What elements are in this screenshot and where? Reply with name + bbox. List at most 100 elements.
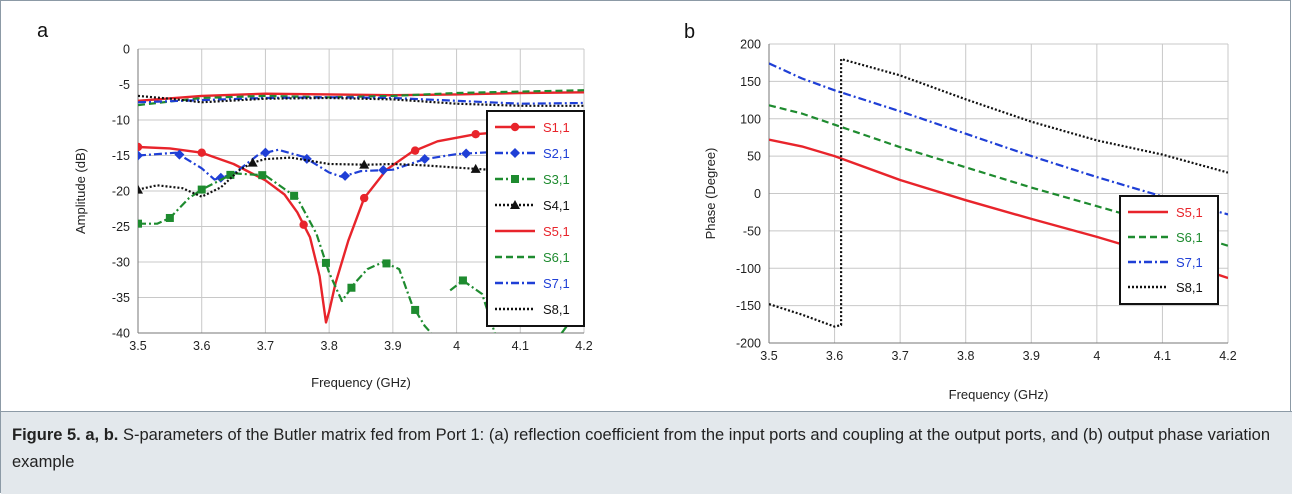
x-tick-label: 4.2 bbox=[1219, 349, 1236, 363]
data-point bbox=[138, 219, 142, 228]
data-point bbox=[299, 220, 308, 229]
y-tick-label: -150 bbox=[736, 299, 761, 313]
series-line bbox=[769, 57, 1228, 328]
x-tick-label: 3.6 bbox=[826, 349, 843, 363]
legend-label: S8,1 bbox=[543, 302, 570, 317]
series-S6-1 bbox=[138, 89, 584, 107]
x-tick-label: 3.7 bbox=[257, 339, 274, 353]
legend-label: S7,1 bbox=[1176, 255, 1203, 270]
data-point bbox=[165, 213, 174, 222]
y-tick-label: -5 bbox=[119, 78, 130, 92]
y-tick-label: 0 bbox=[123, 43, 130, 57]
legend-label: S8,1 bbox=[1176, 280, 1203, 295]
series-S5-1 bbox=[138, 91, 584, 102]
legend-label: S2,1 bbox=[543, 146, 570, 161]
x-tick-label: 3.7 bbox=[891, 349, 908, 363]
data-point bbox=[138, 150, 143, 161]
legend: S1,1 S2,1 S3,1 S4,1 S5,1 S6,1 S7,1 S8,1 bbox=[486, 110, 585, 327]
series-S4-1 bbox=[138, 156, 584, 198]
series-line bbox=[138, 89, 584, 107]
data-point bbox=[138, 142, 143, 152]
data-point bbox=[382, 259, 391, 268]
data-point bbox=[470, 163, 481, 173]
caption-text: S-parameters of the Butler matrix fed fr… bbox=[12, 426, 1270, 471]
legend: S5,1 S6,1 S7,1 S8,1 bbox=[1119, 195, 1219, 305]
x-axis-label: Frequency (GHz) bbox=[311, 375, 411, 390]
legend-marker bbox=[510, 122, 520, 132]
series-S7-1 bbox=[769, 62, 1228, 216]
data-point bbox=[471, 130, 480, 139]
data-point bbox=[197, 185, 206, 194]
legend-label: S6,1 bbox=[543, 250, 570, 265]
data-point bbox=[378, 165, 389, 176]
legend-label: S6,1 bbox=[1176, 230, 1203, 245]
legend-label: S4,1 bbox=[543, 198, 570, 213]
legend-marker bbox=[511, 175, 519, 183]
x-tick-label: 3.9 bbox=[384, 339, 401, 353]
x-tick-label: 4.1 bbox=[1154, 349, 1171, 363]
data-point bbox=[258, 171, 267, 180]
data-point bbox=[359, 159, 370, 169]
y-tick-label: -30 bbox=[112, 256, 130, 270]
series-line bbox=[138, 94, 584, 107]
x-tick-label: 3.8 bbox=[320, 339, 337, 353]
legend-marker bbox=[510, 200, 520, 209]
data-point bbox=[461, 148, 472, 159]
x-tick-label: 3.9 bbox=[1023, 349, 1040, 363]
legend-box bbox=[486, 110, 585, 327]
y-tick-label: 100 bbox=[740, 112, 761, 126]
figure-caption: Figure 5. a, b. S-parameters of the Butl… bbox=[1, 411, 1292, 494]
y-tick-label: -10 bbox=[112, 114, 130, 128]
y-tick-label: -35 bbox=[112, 291, 130, 305]
panel-label: b bbox=[684, 21, 695, 43]
data-point bbox=[260, 147, 271, 158]
legend-label: S7,1 bbox=[543, 276, 570, 291]
data-point bbox=[411, 305, 420, 314]
y-tick-label: -50 bbox=[743, 224, 761, 238]
chart-panel-a: a 3.5 3.6 3.7 3.8 3.9 4 4.1 4.2 0 -5 -10 -15 -20 -25 -3… bbox=[37, 20, 593, 390]
legend-box bbox=[1119, 195, 1219, 305]
y-axis-label: Phase (Degree) bbox=[703, 148, 718, 240]
data-point bbox=[458, 276, 467, 285]
data-point bbox=[174, 149, 185, 160]
x-tick-label: 3.6 bbox=[193, 339, 210, 353]
series-S2-1 bbox=[138, 138, 584, 183]
data-point bbox=[247, 157, 258, 167]
y-tick-label: -25 bbox=[112, 220, 130, 234]
x-tick-label: 4.1 bbox=[512, 339, 529, 353]
series-S1-1 bbox=[138, 125, 584, 324]
series-line bbox=[138, 125, 584, 324]
legend-label: S1,1 bbox=[543, 120, 570, 135]
x-tick-label: 3.5 bbox=[129, 339, 146, 353]
charts-area: a 3.5 3.6 3.7 3.8 3.9 4 4.1 4.2 0 -5 -10 -15 -20 -25 -3… bbox=[37, 20, 1237, 402]
y-tick-label: -15 bbox=[112, 149, 130, 163]
legend-marker bbox=[510, 148, 520, 158]
data-point bbox=[138, 184, 143, 194]
chart-panel-b: b 3.5 3.6 3.7 3.8 3.9 4 4.1 4.2 200 150 100 50 0 -50 -1… bbox=[684, 21, 1237, 402]
data-point bbox=[197, 148, 206, 157]
series-S8-1 bbox=[138, 94, 584, 107]
legend-label: S5,1 bbox=[1176, 205, 1203, 220]
data-point bbox=[410, 146, 420, 155]
x-tick-label: 4 bbox=[1093, 349, 1100, 363]
y-tick-label: 150 bbox=[740, 75, 761, 89]
y-tick-label: -40 bbox=[112, 327, 130, 341]
data-point bbox=[340, 170, 351, 181]
data-point bbox=[419, 154, 430, 165]
series-S7-1 bbox=[138, 96, 584, 105]
y-tick-label: -20 bbox=[112, 185, 130, 199]
x-axis-label: Frequency (GHz) bbox=[949, 387, 1049, 402]
data-point bbox=[215, 172, 226, 183]
y-tick-label: -100 bbox=[736, 262, 761, 276]
series-S8-1 bbox=[769, 57, 1228, 328]
series-line bbox=[769, 62, 1228, 216]
data-point bbox=[290, 191, 299, 200]
x-tick-label: 4 bbox=[453, 339, 460, 353]
y-tick-label: 0 bbox=[754, 187, 761, 201]
legend-label: S5,1 bbox=[543, 224, 570, 239]
plot-area bbox=[138, 89, 584, 333]
series-line bbox=[138, 96, 584, 105]
x-tick-label: 3.8 bbox=[957, 349, 974, 363]
y-tick-label: 50 bbox=[747, 150, 761, 164]
y-axis-label: Amplitude (dB) bbox=[73, 148, 88, 234]
